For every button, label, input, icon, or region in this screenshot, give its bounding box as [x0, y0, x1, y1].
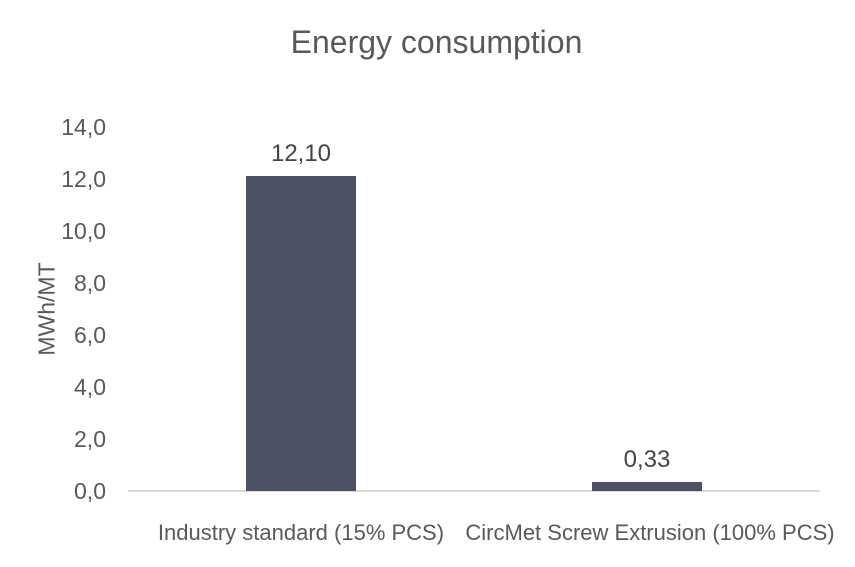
y-tick-label: 12,0	[61, 166, 106, 192]
y-tick-label: 10,0	[61, 218, 106, 244]
value-label-industry-standard: 12,10	[270, 140, 332, 168]
x-axis-labels: Industry standard (15% PCS) CircMet Scre…	[128, 519, 835, 549]
plot-area: 12,10 0,33	[128, 127, 820, 492]
y-axis-ticks: 0,0 2,0 4,0 6,0 8,0 10,0 12,0 14,0	[0, 114, 106, 504]
y-tick-label: 2,0	[74, 426, 106, 452]
x-label-circmet-screw-extrusion: CircMet Screw Extrusion (100% PCS)	[465, 520, 835, 545]
value-label-circmet-screw-extrusion: 0,33	[623, 446, 671, 474]
y-tick-label: 4,0	[74, 374, 106, 400]
bar-industry-standard	[246, 176, 356, 491]
x-axis-line	[128, 490, 820, 492]
bar-circmet-screw-extrusion	[592, 482, 702, 491]
x-label-industry-standard: Industry standard (15% PCS)	[157, 520, 445, 545]
chart-title: Energy consumption	[290, 24, 583, 60]
y-tick-label: 8,0	[74, 270, 106, 296]
y-tick-label: 6,0	[74, 322, 106, 348]
y-tick-label: 14,0	[61, 114, 106, 140]
y-tick-label: 0,0	[74, 478, 106, 504]
